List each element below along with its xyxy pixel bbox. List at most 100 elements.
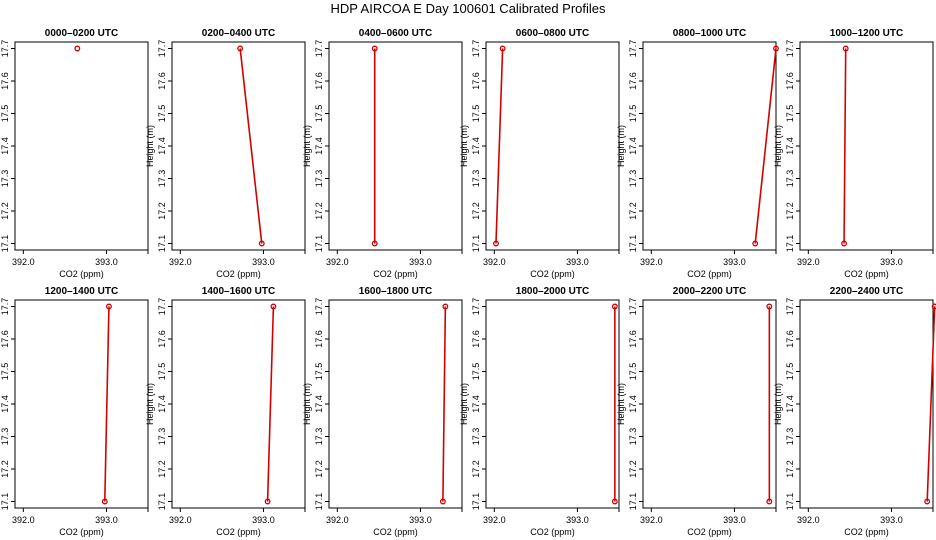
data-point	[105, 303, 112, 310]
y-tick-label: 17.6	[0, 72, 10, 90]
y-tick-label: 17.3	[157, 170, 167, 188]
y-tick-label: 17.5	[628, 105, 638, 123]
x-tick-label: 392.0	[640, 257, 663, 267]
profile-line	[926, 306, 936, 502]
data-point	[493, 240, 499, 247]
chart-panel-1: 0000–0200 UTC 392.0 393.0 CO2 (ppm) 17.1 17.2…	[0, 28, 149, 279]
x-tick-label: 393.0	[880, 257, 903, 267]
plot-frame	[642, 41, 777, 251]
y-tick-label: 17.3	[628, 170, 638, 188]
x-axis-label: CO2 (ppm)	[844, 527, 889, 537]
panel-title: 2200–2400 UTC	[830, 286, 903, 297]
y-tick-label: 17.1	[314, 235, 324, 253]
plot-frame	[799, 299, 934, 509]
y-tick-label: 17.2	[314, 460, 324, 478]
y-tick-label: 17.5	[0, 105, 10, 123]
chart-panel-9: 1600–1800 UTC 392.0 393.0 CO2 (ppm) 17.1 17.2…	[302, 286, 463, 537]
chart-panel-4: 0600–0800 UTC 392.0 393.0 CO2 (ppm) 17.1 17.2…	[459, 28, 620, 279]
x-axis-label: CO2 (ppm)	[530, 269, 575, 279]
data-point	[766, 498, 773, 505]
y-tick-label: 17.1	[471, 493, 481, 511]
data-point	[101, 498, 108, 505]
y-tick-label: 17.7	[157, 298, 167, 316]
data-point	[499, 45, 506, 52]
y-tick-label: 17.7	[471, 298, 481, 316]
y-tick-label: 17.1	[628, 493, 638, 511]
y-tick-label: 17.3	[785, 428, 795, 446]
y-tick-label: 17.5	[157, 105, 167, 123]
y-tick-label: 17.4	[0, 137, 10, 155]
x-tick-label: 392.0	[326, 257, 349, 267]
y-tick-label: 17.6	[785, 330, 795, 348]
y-tick-label: 17.2	[314, 202, 324, 220]
y-tick-label: 17.7	[785, 40, 795, 58]
data-point	[841, 240, 848, 247]
data-point	[270, 303, 277, 310]
y-tick-label: 17.1	[314, 493, 324, 511]
y-tick-label: 17.4	[0, 395, 10, 413]
panel-title: 0400–0600 UTC	[359, 28, 432, 39]
y-axis-label: Height (m)	[302, 125, 312, 167]
data-point	[842, 45, 849, 52]
y-tick-label: 17.5	[628, 363, 638, 381]
panel-title: 1400–1600 UTC	[202, 286, 275, 297]
y-tick-label: 17.6	[157, 330, 167, 348]
chart-panel-11: 2000–2200 UTC 392.0 393.0 CO2 (ppm) 17.1 17.2…	[616, 286, 777, 537]
x-tick-label: 392.0	[640, 515, 663, 525]
y-tick-label: 17.1	[628, 235, 638, 253]
y-tick-label: 17.6	[628, 330, 638, 348]
y-axis-label: Height (m)	[459, 125, 469, 167]
panel-title: 1600–1800 UTC	[359, 286, 432, 297]
y-tick-label: 17.5	[314, 105, 324, 123]
y-tick-label: 17.4	[314, 395, 324, 413]
plot-frame	[485, 41, 620, 251]
y-tick-label: 17.3	[157, 428, 167, 446]
y-axis-label: Height (m)	[459, 383, 469, 425]
plot-frame	[485, 299, 620, 509]
y-tick-label: 17.2	[785, 460, 795, 478]
y-tick-label: 17.6	[0, 330, 10, 348]
data-point	[931, 303, 936, 310]
x-tick-label: 393.0	[409, 257, 432, 267]
y-tick-label: 17.2	[0, 202, 10, 220]
plot-frame	[171, 41, 306, 251]
y-tick-label: 17.4	[785, 395, 795, 413]
y-tick-label: 17.4	[628, 395, 638, 413]
x-tick-label: 393.0	[566, 257, 589, 267]
y-tick-label: 17.2	[471, 460, 481, 478]
chart-panel-3: 0400–0600 UTC 392.0 393.0 CO2 (ppm) 17.1 17.2…	[302, 28, 463, 279]
y-tick-label: 17.2	[0, 460, 10, 478]
y-tick-label: 17.3	[0, 428, 10, 446]
panel-title: 0800–1000 UTC	[673, 28, 746, 39]
x-tick-label: 392.0	[12, 515, 35, 525]
y-tick-label: 17.7	[157, 40, 167, 58]
y-tick-label: 17.6	[157, 72, 167, 90]
x-tick-label: 392.0	[483, 515, 506, 525]
x-tick-label: 392.0	[169, 515, 192, 525]
x-axis-label: CO2 (ppm)	[373, 527, 418, 537]
plot-frame	[799, 41, 934, 251]
y-axis-label: Height (m)	[145, 125, 155, 167]
y-tick-label: 17.3	[471, 170, 481, 188]
y-tick-label: 17.6	[314, 72, 324, 90]
x-tick-label: 393.0	[723, 515, 746, 525]
y-tick-label: 17.1	[471, 235, 481, 253]
x-axis-label: CO2 (ppm)	[216, 269, 261, 279]
data-point	[611, 303, 618, 310]
plot-frame	[14, 299, 149, 509]
x-tick-label: 392.0	[169, 257, 192, 267]
x-axis-label: CO2 (ppm)	[530, 527, 575, 537]
y-tick-label: 17.3	[785, 170, 795, 188]
x-tick-label: 392.0	[326, 515, 349, 525]
y-tick-label: 17.7	[628, 298, 638, 316]
y-tick-label: 17.4	[157, 137, 167, 155]
y-tick-label: 17.7	[471, 40, 481, 58]
y-tick-label: 17.1	[0, 493, 10, 511]
y-tick-label: 17.6	[785, 72, 795, 90]
y-tick-label: 17.5	[0, 363, 10, 381]
plot-frame	[642, 299, 777, 509]
x-axis-label: CO2 (ppm)	[687, 527, 732, 537]
data-point	[439, 498, 446, 505]
x-tick-label: 392.0	[797, 257, 820, 267]
y-tick-label: 17.2	[785, 202, 795, 220]
